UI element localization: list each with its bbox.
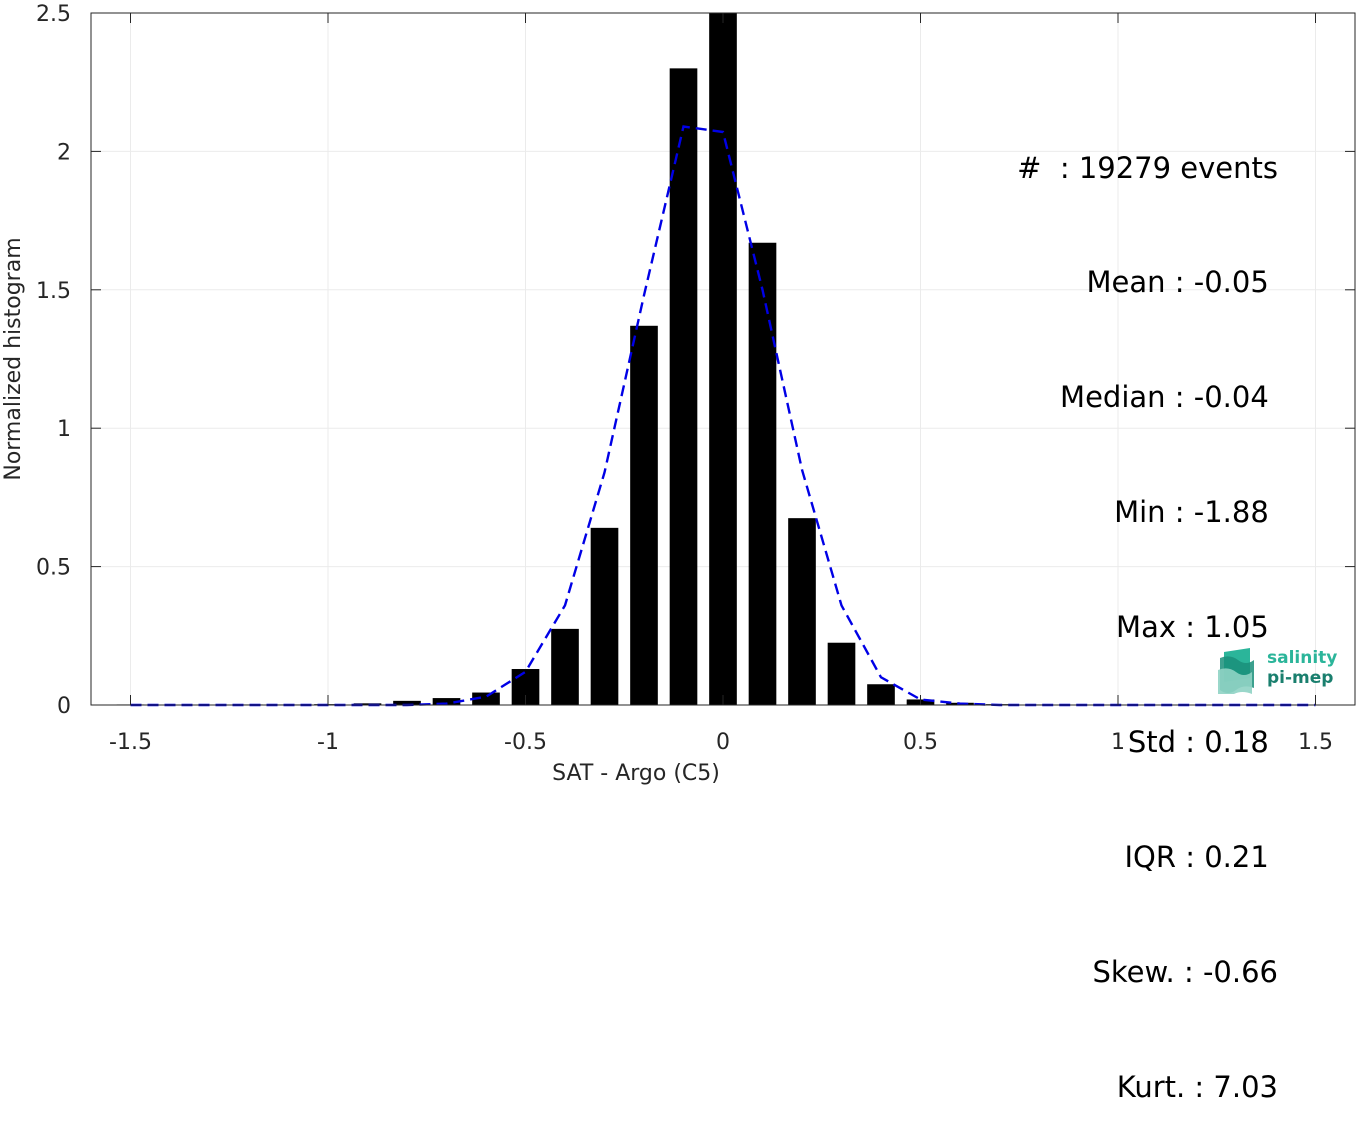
x-tick-label: 1.5	[1298, 730, 1333, 755]
logo-line2: pi-mep	[1267, 668, 1334, 688]
bar	[669, 68, 698, 706]
y-tick-label: 0.5	[36, 556, 71, 581]
bar	[353, 703, 382, 705]
ticks: -1.5 -1 -0.5 0 0.5 1 1.5 0 0.5 1 1.5 2 2.5	[36, 2, 1355, 755]
y-tick-label: 2	[57, 140, 71, 165]
bar	[432, 698, 461, 705]
histogram-chart: -1.5 -1 -0.5 0 0.5 1 1.5 0 0.5 1 1.5 2 2.5 SAT - Arg…	[1, 2, 1356, 786]
x-tick-label: -1.5	[109, 730, 152, 755]
stat-iqr: IQR : 0.21	[1124, 839, 1278, 874]
y-tick-label: 2.5	[36, 2, 71, 27]
bar	[630, 325, 658, 705]
stat-kurt: Kurt. : 7.03	[1116, 1069, 1278, 1104]
bar	[551, 628, 579, 705]
x-tick-label: -1	[317, 730, 339, 755]
stat-std: Std : 0.18	[1127, 725, 1278, 760]
bar	[788, 518, 816, 705]
x-tick-label: 1	[1111, 730, 1125, 755]
x-tick-label: 0.5	[903, 730, 938, 755]
stat-mean: Mean : -0.05	[1086, 265, 1278, 300]
stat-events: # : 19279 events	[1017, 150, 1278, 185]
y-axis-label: Normalized histogram	[1, 237, 26, 480]
x-axis-label: SAT - Argo (C5)	[552, 761, 720, 786]
logo-line1: salinity	[1267, 648, 1338, 668]
x-tick-label: 0	[716, 730, 730, 755]
bar	[472, 692, 500, 705]
bar	[709, 13, 737, 705]
wave-logo-icon	[1218, 648, 1254, 694]
stat-median: Median : -0.04	[1060, 380, 1278, 415]
bar	[827, 642, 856, 705]
x-tick-label: -0.5	[504, 730, 547, 755]
bar	[867, 684, 895, 705]
stats-panel: # : 19279 events Mean : -0.05 Median : -…	[1017, 72, 1278, 1144]
y-tick-label: 1.5	[36, 279, 71, 304]
salinity-pimep-logo: salinity pi-mep	[1216, 648, 1346, 694]
y-tick-label: 0	[57, 694, 71, 719]
bar	[590, 527, 619, 705]
stat-skew: Skew. : -0.66	[1092, 954, 1278, 989]
bars	[116, 13, 1132, 706]
bar	[748, 242, 777, 705]
stat-max: Max : 1.05	[1116, 610, 1278, 645]
stat-min: Min : -1.88	[1114, 495, 1278, 530]
y-tick-label: 1	[57, 417, 71, 442]
bar	[393, 700, 421, 705]
